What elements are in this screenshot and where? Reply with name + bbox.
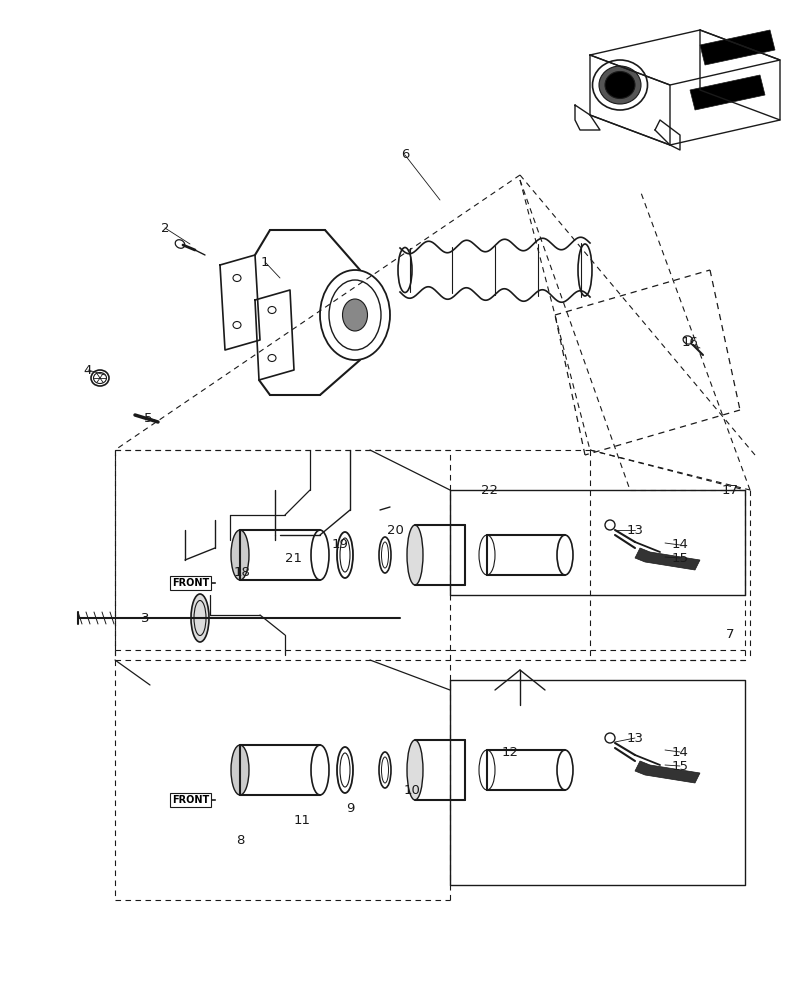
Text: 18: 18 (233, 566, 251, 578)
Text: 7: 7 (726, 629, 734, 642)
Ellipse shape (407, 740, 423, 800)
Text: FRONT: FRONT (172, 578, 209, 588)
Polygon shape (700, 30, 775, 65)
Ellipse shape (605, 733, 615, 743)
Text: 16: 16 (681, 336, 698, 350)
Text: 8: 8 (236, 834, 244, 846)
Text: FRONT: FRONT (172, 795, 209, 805)
Text: 19: 19 (332, 538, 349, 552)
Text: 22: 22 (482, 484, 498, 496)
Text: 20: 20 (387, 524, 404, 536)
Polygon shape (690, 75, 765, 110)
Polygon shape (635, 761, 700, 783)
Text: 21: 21 (284, 552, 302, 564)
Text: 15: 15 (672, 552, 689, 564)
Text: 13: 13 (626, 732, 643, 744)
Ellipse shape (605, 72, 635, 99)
Text: 4: 4 (84, 363, 92, 376)
Text: 9: 9 (345, 802, 354, 814)
Ellipse shape (191, 594, 209, 642)
Text: 6: 6 (401, 148, 409, 161)
Text: 10: 10 (404, 784, 420, 796)
Text: 12: 12 (501, 746, 518, 758)
Text: 13: 13 (626, 524, 643, 536)
Text: 1: 1 (261, 255, 269, 268)
Ellipse shape (407, 525, 423, 585)
Text: 11: 11 (294, 814, 310, 826)
Ellipse shape (342, 299, 368, 331)
Text: 3: 3 (141, 611, 150, 624)
Ellipse shape (231, 530, 249, 580)
Text: 2: 2 (161, 222, 170, 234)
Text: 14: 14 (672, 538, 689, 552)
Text: 14: 14 (672, 746, 689, 758)
Ellipse shape (599, 66, 641, 104)
Ellipse shape (231, 745, 249, 795)
Ellipse shape (605, 520, 615, 530)
Text: 15: 15 (672, 760, 689, 772)
Text: 17: 17 (721, 484, 739, 496)
Text: 5: 5 (144, 412, 152, 424)
Polygon shape (635, 548, 700, 570)
